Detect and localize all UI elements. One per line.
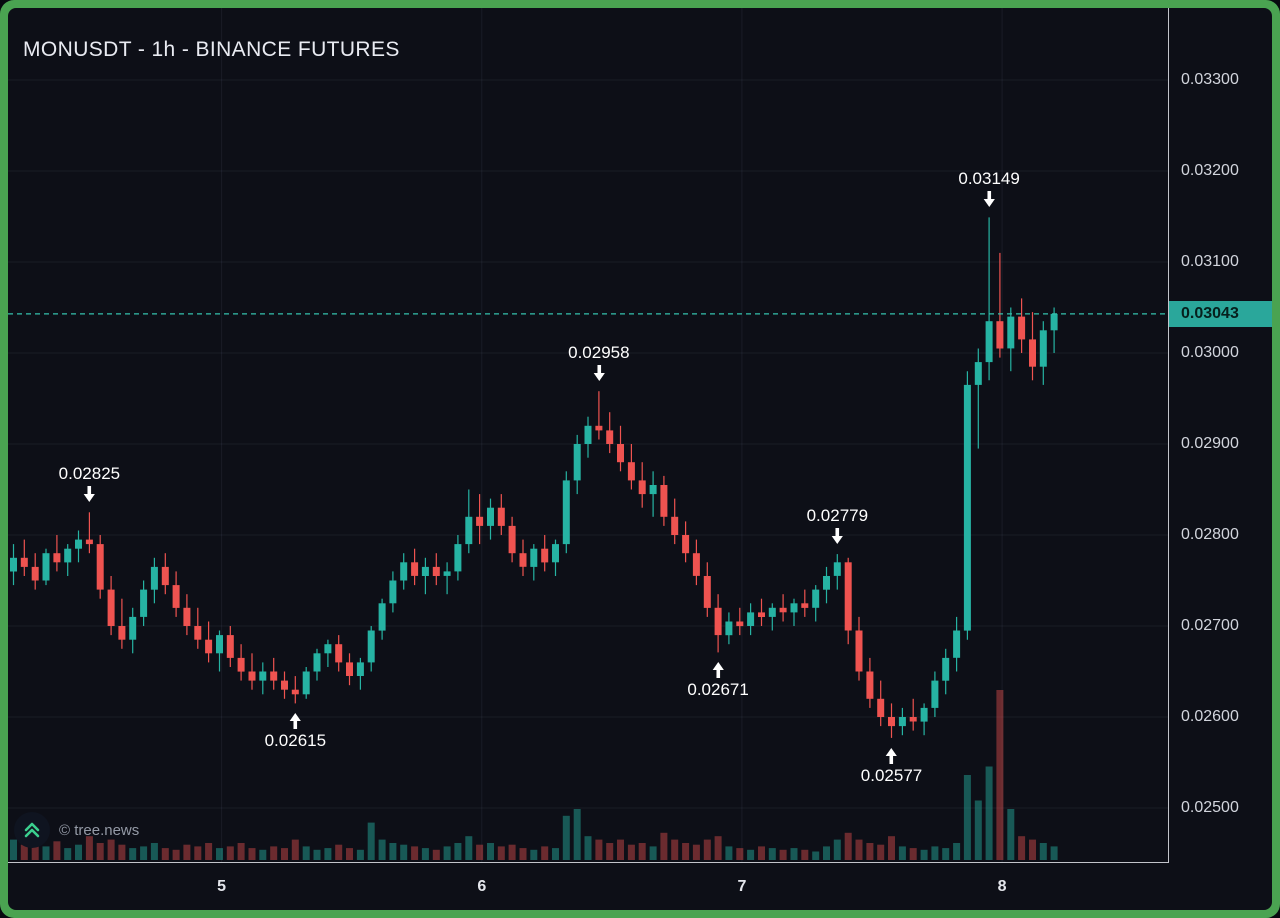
price-axis-label: 0.02500 [1181,799,1239,816]
price-axis-label: 0.03000 [1181,344,1239,361]
time-axis-label: 7 [737,878,747,895]
price-axis-label: 0.03100 [1181,253,1239,270]
candlestick-svg [8,8,1168,862]
price-axis-label: 0.03300 [1181,71,1239,88]
time-axis-label: 8 [997,878,1007,895]
price-axis-label: 0.02900 [1181,435,1239,452]
price-chart[interactable]: MONUSDT - 1h - BINANCE FUTURES 0.02825 0.… [8,8,1169,863]
price-axis-label: 0.02600 [1181,708,1239,725]
price-axis-label: 0.03200 [1181,162,1239,179]
last-price-tag: 0.03043 [1169,300,1272,327]
time-axis[interactable]: 5 6 7 8 [8,864,1169,910]
watermark-link[interactable]: © tree.news [14,812,139,848]
price-axis-label: 0.02800 [1181,526,1239,543]
tree-news-logo-icon [14,812,50,848]
chart-title: MONUSDT - 1h - BINANCE FUTURES [23,38,400,61]
time-axis-label: 5 [217,878,227,895]
chart-surface: MONUSDT - 1h - BINANCE FUTURES 0.02825 0.… [8,8,1272,910]
price-axis[interactable]: 0.03300 0.03200 0.03100 0.03000 0.02900 0.028… [1169,8,1272,863]
time-axis-label: 6 [477,878,487,895]
watermark-text: © tree.news [59,821,140,839]
price-axis-label: 0.02700 [1181,617,1239,634]
